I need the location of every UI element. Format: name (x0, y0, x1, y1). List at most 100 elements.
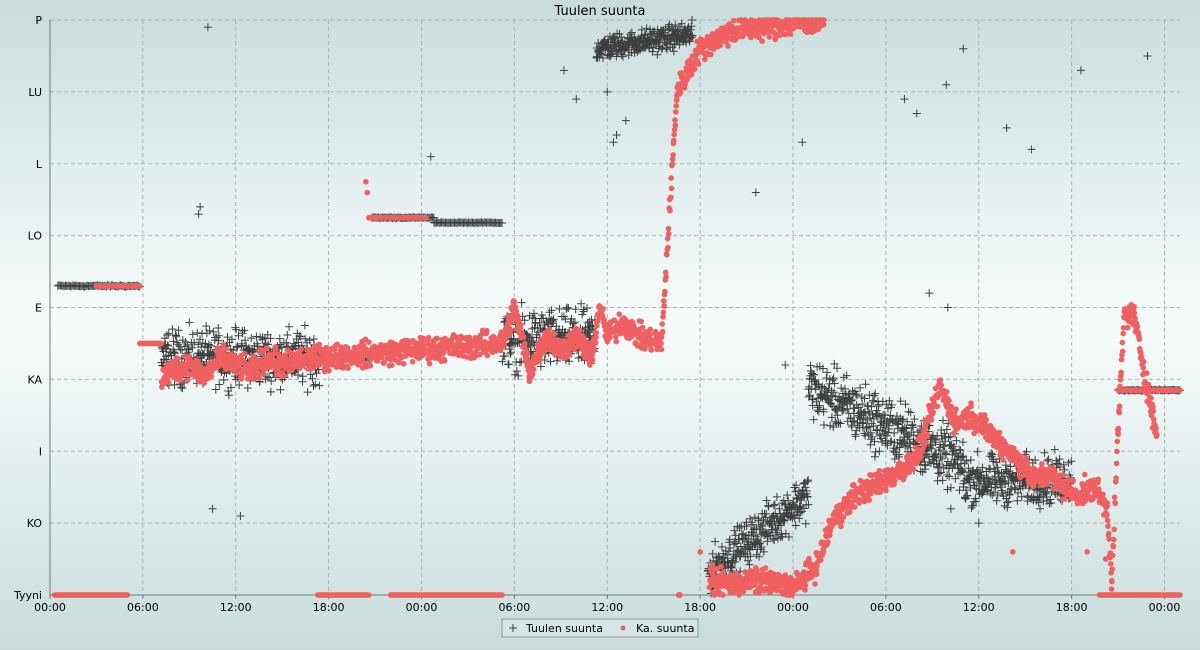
point-ka-suunta (529, 371, 536, 378)
point-tuulen-suunta (711, 537, 720, 546)
point-ka-suunta (323, 344, 330, 351)
point-tuulen-suunta (226, 383, 235, 392)
point-tuulen-suunta (231, 375, 240, 384)
point-ka-suunta (663, 274, 669, 280)
point-tuulen-suunta (603, 87, 612, 96)
point-ka-suunta (591, 347, 598, 354)
point-ka-suunta (184, 377, 191, 383)
point-tuulen-suunta (1017, 492, 1026, 501)
point-ka-suunta (426, 360, 433, 367)
point-ka-suunta (522, 340, 528, 347)
point-tuulen-suunta (1143, 51, 1152, 60)
point-ka-suunta (673, 103, 679, 109)
point-ka-suunta (409, 358, 416, 365)
point-tuulen-suunta (773, 526, 782, 535)
point-tuulen-suunta (169, 337, 178, 346)
point-tuulen-suunta (219, 375, 228, 384)
point-ka-suunta (616, 311, 623, 317)
point-tuulen-suunta (912, 109, 921, 118)
point-tuulen-suunta (188, 330, 197, 339)
point-tuulen-suunta (163, 341, 172, 350)
chart-title: Tuulen suunta (554, 4, 646, 19)
point-tuulen-suunta (945, 472, 954, 481)
point-ka-suunta (520, 333, 527, 340)
point-tuulen-suunta (174, 326, 183, 335)
point-tuulen-suunta (514, 371, 523, 380)
point-ka-suunta (665, 230, 672, 237)
point-tuulen-suunta (252, 332, 261, 341)
point-ka-suunta (647, 332, 653, 339)
point-tuulen-suunta (565, 357, 574, 366)
point-tuulen-suunta (223, 333, 232, 342)
point-tuulen-suunta (827, 413, 836, 422)
point-ka-suunta (551, 331, 557, 338)
point-tuulen-suunta (190, 338, 199, 347)
point-tuulen-suunta (170, 349, 179, 358)
x-tick-label: 00:00 (406, 601, 438, 614)
point-tuulen-suunta (526, 342, 535, 351)
point-tuulen-suunta (564, 303, 573, 312)
point-tuulen-suunta (540, 356, 549, 365)
point-ka-suunta (766, 34, 773, 40)
point-tuulen-suunta (498, 218, 506, 227)
point-tuulen-suunta (609, 138, 618, 147)
point-tuulen-suunta (973, 447, 982, 456)
y-tick-label: Tyyni (13, 589, 42, 602)
point-ka-suunta (658, 340, 664, 347)
point-tuulen-suunta (957, 466, 966, 475)
point-tuulen-suunta (236, 511, 245, 520)
point-tuulen-suunta (992, 496, 1001, 505)
point-ka-suunta (124, 592, 131, 598)
point-ka-suunta (607, 334, 613, 341)
point-ka-suunta (695, 61, 702, 67)
point-tuulen-suunta (498, 357, 507, 366)
point-tuulen-suunta (974, 519, 983, 528)
point-ka-suunta (840, 514, 847, 521)
point-tuulen-suunta (669, 47, 678, 56)
point-tuulen-suunta (312, 369, 321, 378)
point-tuulen-suunta (764, 502, 773, 511)
point-tuulen-suunta (852, 391, 861, 400)
point-tuulen-suunta (688, 16, 697, 24)
point-ka-suunta (566, 351, 573, 357)
point-ka-suunta (256, 375, 262, 382)
point-ka-suunta (484, 327, 490, 334)
point-tuulen-suunta (856, 383, 865, 392)
point-tuulen-suunta (871, 447, 880, 456)
point-tuulen-suunta (870, 391, 879, 400)
point-ka-suunta (223, 346, 229, 352)
point-tuulen-suunta (510, 339, 519, 348)
point-tuulen-suunta (906, 408, 915, 417)
point-tuulen-suunta (637, 25, 646, 34)
point-tuulen-suunta (300, 321, 309, 330)
point-tuulen-suunta (240, 326, 249, 335)
x-tick-label: 00:00 (777, 601, 809, 614)
point-ka-suunta (720, 592, 726, 598)
point-ka-suunta (838, 523, 844, 530)
point-tuulen-suunta (193, 328, 202, 337)
point-ka-suunta (251, 375, 257, 382)
point-tuulen-suunta (298, 372, 307, 381)
x-tick-label: 12:00 (591, 601, 623, 614)
point-tuulen-suunta (303, 388, 312, 397)
point-ka-suunta (802, 582, 809, 589)
point-ka-suunta (638, 318, 645, 325)
point-tuulen-suunta (535, 318, 544, 327)
point-ka-suunta (165, 379, 172, 386)
point-ka-suunta (612, 333, 619, 340)
point-ka-suunta (345, 365, 351, 371)
point-ka-suunta (813, 571, 820, 577)
point-tuulen-suunta (224, 391, 233, 400)
point-tuulen-suunta (653, 50, 662, 59)
point-ka-suunta (670, 152, 676, 158)
point-ka-suunta (820, 548, 827, 555)
point-ka-suunta (812, 581, 818, 587)
point-tuulen-suunta (614, 37, 623, 46)
point-tuulen-suunta (823, 368, 832, 377)
point-ka-suunta (592, 339, 599, 346)
point-ka-suunta (507, 326, 514, 333)
point-tuulen-suunta (212, 333, 221, 342)
point-tuulen-suunta (263, 372, 272, 381)
x-axis-tick-labels: 00:00 06:00 12:00 18:00 00:00 06:00 12:00 18:00… (34, 601, 1180, 614)
